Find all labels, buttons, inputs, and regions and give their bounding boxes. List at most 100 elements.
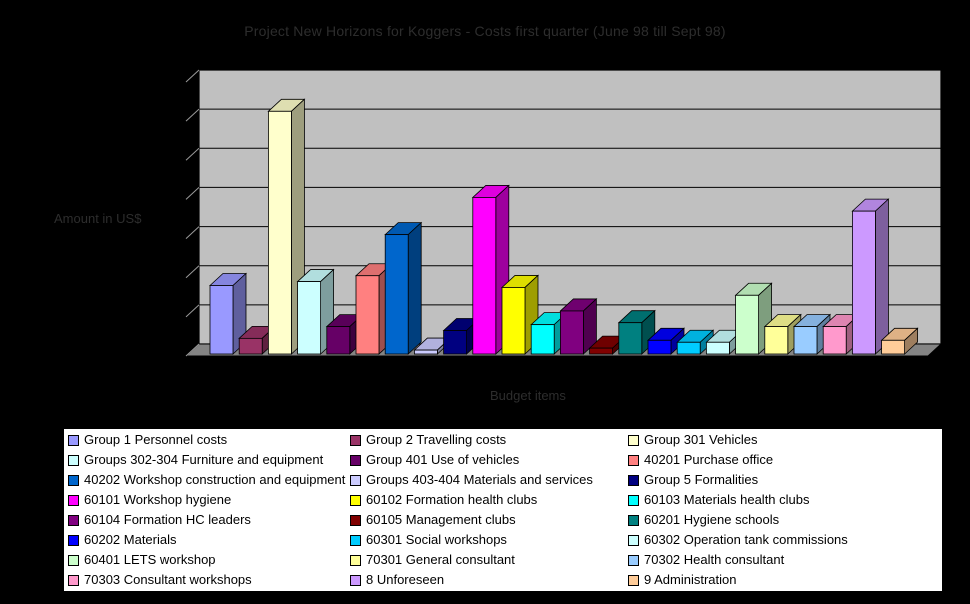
legend-item: 60401 LETS workshop [68,550,350,570]
side-tick [185,69,200,83]
bar-9-administration [881,339,905,355]
legend-color-swatch [628,514,639,526]
legend-label: Groups 302-304 Furniture and equipment [84,452,324,467]
x-axis-title: Budget items [490,388,566,403]
legend-label: 60302 Operation tank commissions [644,532,848,547]
legend-item: Groups 403-404 Materials and services [350,470,628,490]
legend-color-swatch [628,494,639,506]
legend-label: 60104 Formation HC leaders [84,512,251,527]
legend-item: 60101 Workshop hygiene [68,490,350,510]
legend-label: 60401 LETS workshop [84,552,216,567]
bar-group-5-formalities [443,330,468,355]
bar-group-401-use-of-vehicles [326,326,351,355]
legend-label: 70302 Health consultant [644,552,785,567]
legend-item: 60301 Social workshops [350,530,628,550]
y-axis-title: Amount in US$ [54,211,142,226]
legend-label: 60202 Materials [84,532,177,547]
legend-color-swatch [68,534,79,546]
legend-label: 70301 General consultant [366,552,515,567]
legend-color-swatch [350,454,361,466]
legend-color-swatch [628,554,639,566]
legend-color-swatch [628,574,639,586]
bar-group-2-travelling-costs [238,337,263,355]
bar-60102-formation-health-clubs [501,287,526,355]
legend-label: 8 Unforeseen [366,572,445,587]
bar-group-301-vehicles [267,110,292,355]
bar-60301-social-workshops [676,341,701,355]
legend-color-swatch [628,534,639,546]
legend-item: 60104 Formation HC leaders [68,510,350,530]
legend-label: 60201 Hygiene schools [644,512,780,527]
legend-label: Groups 403-404 Materials and services [366,472,593,487]
legend-label: 60102 Formation health clubs [366,492,538,507]
legend-item: Group 1 Personnel costs [68,430,350,450]
legend-label: Group 2 Travelling costs [366,432,507,447]
legend-color-swatch [68,454,79,466]
legend-color-swatch [350,434,361,446]
legend-color-swatch [350,514,361,526]
legend-item: 9 Administration [628,570,942,590]
legend-color-swatch [350,574,361,586]
bar-8-unforeseen [852,210,876,355]
legend-color-swatch [68,514,79,526]
bar-groups-403-404-materials-and-services [413,349,438,355]
legend-item: 40201 Purchase office [628,450,942,470]
legend-item: 70303 Consultant workshops [68,570,350,590]
legend-label: 60103 Materials health clubs [644,492,810,507]
legend-color-swatch [628,474,639,486]
legend-item: 60105 Management clubs [350,510,628,530]
legend-color-swatch [350,474,361,486]
side-tick [185,226,200,239]
legend: Group 1 Personnel costs Group 2 Travellin… [62,427,944,593]
side-tick [185,343,200,357]
bar-groups-302-304-furniture-and-equipment [297,281,322,355]
legend-item: Group 301 Vehicles [628,430,942,450]
legend-label: 40202 Workshop construction and equipmen… [84,472,346,487]
legend-label: 40201 Purchase office [644,452,774,467]
bar-60401-lets-workshop [735,294,759,355]
legend-color-swatch [68,434,79,446]
legend-label: 60105 Management clubs [366,512,516,527]
bar-60201-hygiene-schools [618,322,643,355]
legend-item: 60201 Hygiene schools [628,510,942,530]
legend-item: 8 Unforeseen [350,570,628,590]
legend-color-swatch [628,454,639,466]
legend-label: Group 401 Use of vehicles [366,452,520,467]
legend-item: 70302 Health consultant [628,550,942,570]
chart-title: Project New Horizons for Koggers - Costs… [244,23,726,39]
legend-label: Group 301 Vehicles [644,432,758,447]
legend-label: 60301 Social workshops [366,532,507,547]
legend-item: 40202 Workshop construction and equipmen… [68,470,350,490]
bar-60101-workshop-hygiene [472,197,497,355]
legend-item: Group 2 Travelling costs [350,430,628,450]
legend-color-swatch [68,474,79,486]
legend-color-swatch [68,574,79,586]
legend-item: Group 5 Formalities [628,470,942,490]
legend-color-swatch [350,494,361,506]
side-tick [185,147,200,161]
legend-label: Group 1 Personnel costs [84,432,228,447]
bar-side-40202-workshop-construction-and-equipment [407,221,422,355]
legend-label: 60101 Workshop hygiene [84,492,232,507]
bar-60104-formation-hc-leaders [560,310,584,355]
bar-70301-general-consultant [764,326,789,355]
bar-60103-materials-health-clubs [530,324,555,355]
side-tick [185,108,200,122]
legend-label: 70303 Consultant workshops [84,572,252,587]
legend-color-swatch [628,434,639,446]
bar-60105-management-clubs [589,347,613,355]
legend-label: Group 5 Formalities [644,472,759,487]
side-tick [185,187,200,200]
legend-item: 60103 Materials health clubs [628,490,942,510]
legend-color-swatch [350,554,361,566]
legend-item: 60202 Materials [68,530,350,550]
legend-color-swatch [68,494,79,506]
legend-item: Group 401 Use of vehicles [350,450,628,470]
legend-color-swatch [350,534,361,546]
bar-group-1-personnel-costs [209,285,234,355]
legend-color-swatch [68,554,79,566]
bar-70302-health-consultant [793,326,818,355]
side-tick [185,304,200,318]
